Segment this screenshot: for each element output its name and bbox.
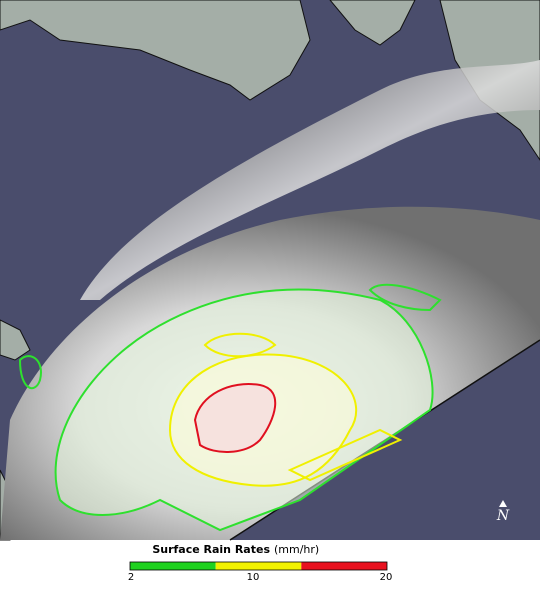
colorbar-frame xyxy=(129,561,388,571)
colorbar-segment xyxy=(301,562,387,570)
colorbar xyxy=(129,561,388,571)
colorbar-segment xyxy=(130,562,216,570)
compass-label: N xyxy=(496,508,510,524)
tick-label: 2 xyxy=(128,572,134,583)
tick-label: 20 xyxy=(380,572,393,583)
legend-unit: (mm/hr) xyxy=(274,543,319,556)
colorbar-segment xyxy=(215,562,302,570)
cloud-band xyxy=(80,60,540,300)
rain-contours xyxy=(18,283,442,532)
legend: Surface Rain Rates (mm/hr) 2 10 20 xyxy=(128,543,393,583)
compass: N xyxy=(496,500,510,524)
tick-label: 10 xyxy=(247,572,260,583)
legend-title: Surface Rain Rates xyxy=(152,543,270,556)
